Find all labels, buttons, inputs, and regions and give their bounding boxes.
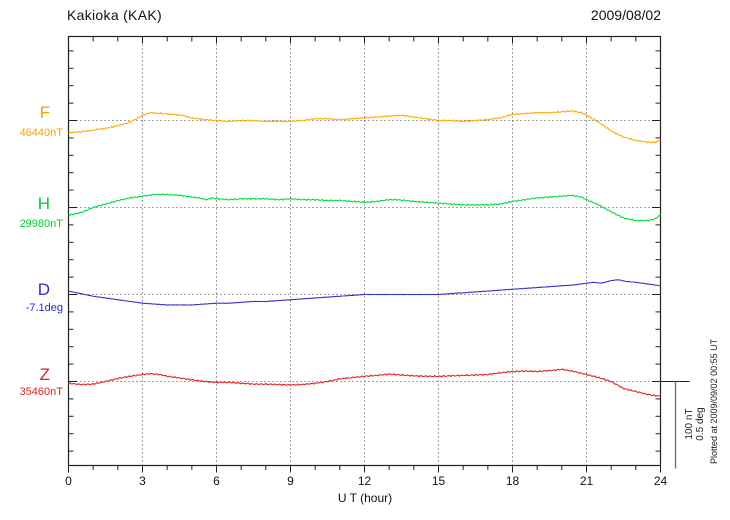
x-tick-label: 0 xyxy=(65,474,72,488)
component-label-D: D xyxy=(37,280,50,299)
x-tick-label: 9 xyxy=(287,474,294,488)
trace-Z xyxy=(68,368,661,397)
x-tick-label: 15 xyxy=(431,474,446,488)
x-tick-label: 6 xyxy=(213,474,220,488)
component-baseline-value-D: -7.1deg xyxy=(25,302,63,314)
x-tick-label: 21 xyxy=(579,474,594,488)
plot-date: 2009/08/02 xyxy=(590,7,661,23)
trace-H xyxy=(68,193,661,222)
component-baseline-value-Z: 35460nT xyxy=(19,386,63,398)
component-label-Z: Z xyxy=(39,365,50,384)
x-tick-label: 18 xyxy=(505,474,520,488)
scale-bar-labels: 100 nT 0.5 deg xyxy=(684,401,706,447)
component-label-F: F xyxy=(39,103,50,122)
component-label-H: H xyxy=(37,194,50,213)
x-axis-tick-labels: 0 3 6 9 12 15 18 21 24 xyxy=(0,474,730,488)
scale-bar-label-deg: 0.5 deg xyxy=(695,407,706,441)
component-baseline-value-H: 29980nT xyxy=(19,218,63,230)
component-baseline-value-F: 46440nT xyxy=(19,127,63,139)
plot-frame xyxy=(67,35,662,467)
x-tick-label: 24 xyxy=(653,474,668,488)
x-tick-label: 3 xyxy=(139,474,146,488)
x-tick-label: 12 xyxy=(357,474,372,488)
x-axis-title: U T (hour) xyxy=(337,491,393,505)
scale-bar-label-nt: 100 nT xyxy=(684,408,695,440)
trace-F xyxy=(68,110,661,144)
station-title: Kakioka (KAK) xyxy=(67,7,162,23)
trace-D xyxy=(68,279,661,306)
plotted-at-note: Plotted at 2009/09/02 00:55 UT xyxy=(709,338,719,464)
